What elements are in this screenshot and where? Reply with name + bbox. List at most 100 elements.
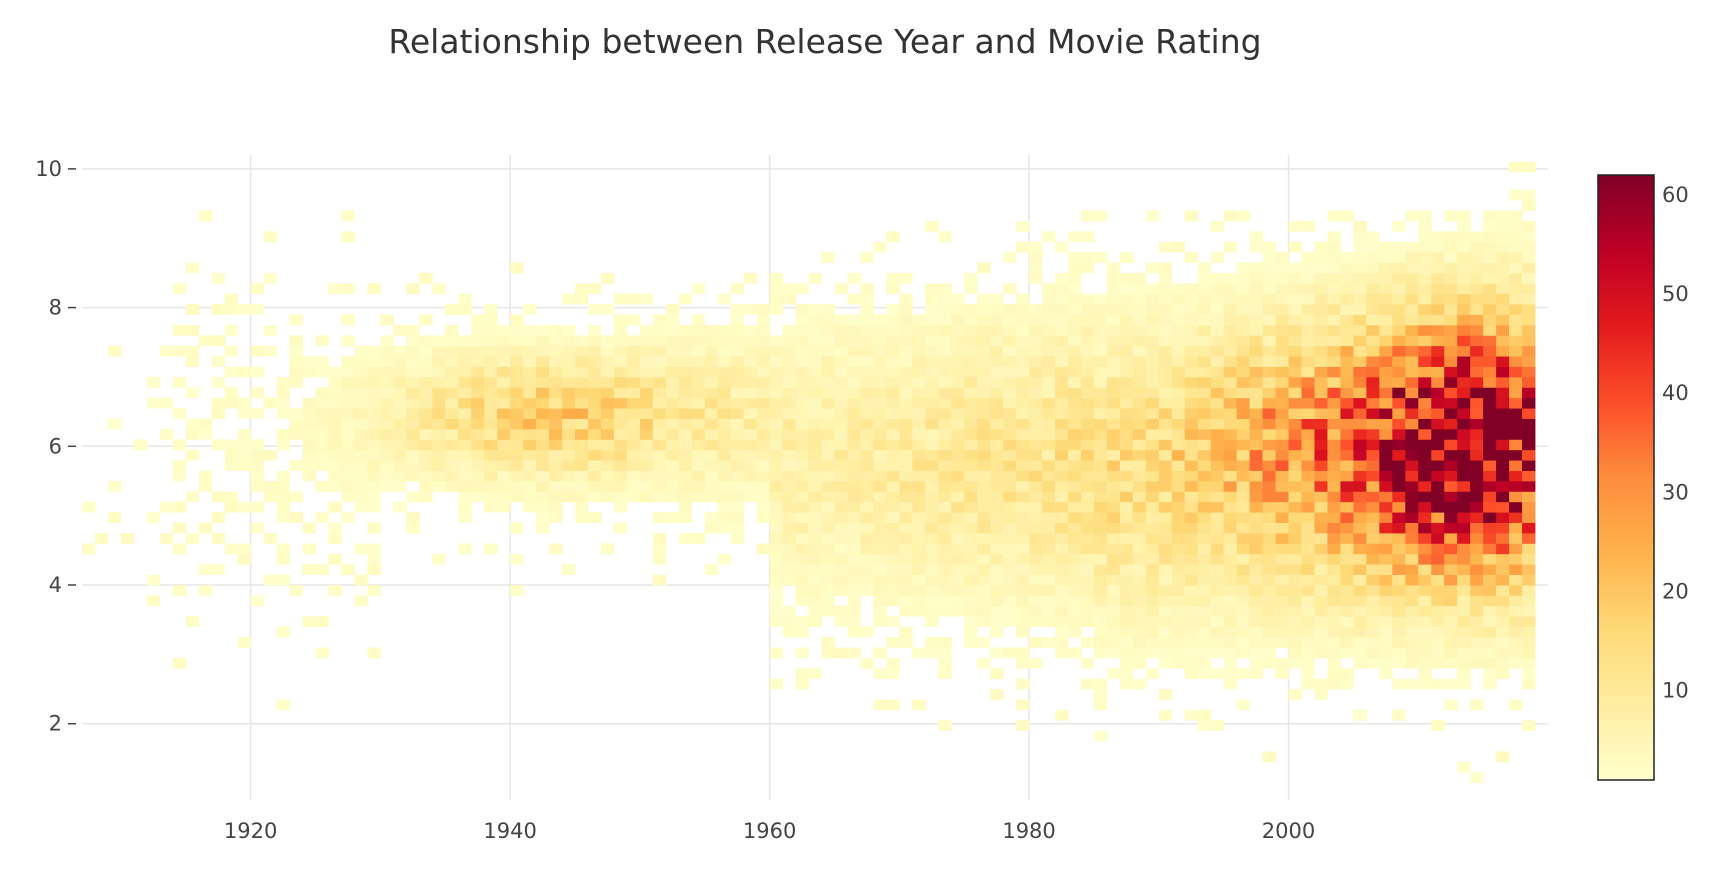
heatmap-cell	[1107, 304, 1120, 315]
heatmap-cell	[1431, 616, 1444, 627]
heatmap-cell	[341, 315, 354, 326]
heatmap-cell	[990, 606, 1003, 617]
heatmap-cell	[1224, 564, 1237, 575]
heatmap-cell	[445, 471, 458, 482]
heatmap-cell	[497, 429, 510, 440]
heatmap-cell	[173, 523, 186, 534]
heatmap-cell	[783, 283, 796, 294]
heatmap-cell	[1081, 585, 1094, 596]
heatmap-cell	[1094, 294, 1107, 305]
heatmap-cell	[1276, 325, 1289, 336]
heatmap-cell	[1289, 398, 1302, 409]
heatmap-cell	[834, 647, 847, 658]
heatmap-cell	[1263, 377, 1276, 388]
heatmap-cell	[899, 460, 912, 471]
heatmap-cell	[977, 429, 990, 440]
heatmap-cell	[95, 533, 108, 544]
heatmap-cell	[1237, 543, 1250, 554]
heatmap-cell	[757, 439, 770, 450]
heatmap-cell	[912, 367, 925, 378]
heatmap-cell	[1029, 335, 1042, 346]
heatmap-cell	[951, 387, 964, 398]
heatmap-cell	[1340, 419, 1353, 430]
heatmap-cell	[1327, 408, 1340, 419]
heatmap-cell	[1198, 304, 1211, 315]
heatmap-cell	[1159, 606, 1172, 617]
heatmap-cell	[1431, 533, 1444, 544]
heatmap-cell	[951, 346, 964, 357]
heatmap-cell	[1392, 398, 1405, 409]
heatmap-cell	[1081, 679, 1094, 690]
heatmap-cell	[1029, 367, 1042, 378]
heatmap-cell	[1250, 543, 1263, 554]
heatmap-cell	[1483, 575, 1496, 586]
heatmap-cell	[1405, 450, 1418, 461]
heatmap-cell	[809, 325, 822, 336]
heatmap-cell	[1068, 367, 1081, 378]
heatmap-cell	[1327, 273, 1340, 284]
heatmap-cell	[1340, 367, 1353, 378]
heatmap-cell	[899, 637, 912, 648]
heatmap-cell	[990, 627, 1003, 638]
heatmap-cell	[1457, 679, 1470, 690]
heatmap-cell	[1431, 523, 1444, 534]
heatmap-cell	[1159, 335, 1172, 346]
heatmap-cell	[1483, 637, 1496, 648]
heatmap-cell	[1094, 398, 1107, 409]
heatmap-cell	[1159, 304, 1172, 315]
heatmap-cell	[1457, 439, 1470, 450]
heatmap-cell	[186, 325, 199, 336]
heatmap-cell	[1509, 221, 1522, 232]
heatmap-cell	[1276, 595, 1289, 606]
heatmap-cell	[1263, 439, 1276, 450]
heatmap-cell	[1003, 367, 1016, 378]
heatmap-cell	[1522, 502, 1535, 513]
heatmap-cell	[990, 315, 1003, 326]
heatmap-cell	[549, 439, 562, 450]
heatmap-cell	[264, 533, 277, 544]
heatmap-cell	[303, 408, 316, 419]
heatmap-cell	[1211, 720, 1224, 731]
heatmap-cell	[458, 491, 471, 502]
heatmap-cell	[1509, 647, 1522, 658]
heatmap-cell	[1418, 512, 1431, 523]
heatmap-cell	[1146, 668, 1159, 679]
heatmap-cell	[1237, 439, 1250, 450]
heatmap-cell	[1353, 658, 1366, 669]
heatmap-cell	[990, 595, 1003, 606]
heatmap-cell	[1340, 606, 1353, 617]
heatmap-cell	[1133, 294, 1146, 305]
heatmap-cell	[432, 460, 445, 471]
heatmap-cell	[1522, 491, 1535, 502]
heatmap-cell	[160, 533, 173, 544]
heatmap-cell	[1042, 367, 1055, 378]
heatmap-cell	[821, 367, 834, 378]
heatmap-cell	[1081, 533, 1094, 544]
heatmap-cell	[458, 543, 471, 554]
heatmap-cell	[1094, 564, 1107, 575]
heatmap-cell	[432, 429, 445, 440]
heatmap-cell	[1016, 294, 1029, 305]
heatmap-cell	[1237, 387, 1250, 398]
heatmap-cell	[484, 398, 497, 409]
heatmap-cell	[692, 356, 705, 367]
heatmap-cell	[341, 429, 354, 440]
heatmap-cell	[1198, 335, 1211, 346]
heatmap-cell	[809, 346, 822, 357]
heatmap-cell	[380, 356, 393, 367]
heatmap-cell	[977, 543, 990, 554]
heatmap-cell	[679, 408, 692, 419]
heatmap-cell	[640, 398, 653, 409]
heatmap-cell	[1366, 481, 1379, 492]
heatmap-cell	[1340, 627, 1353, 638]
heatmap-cell	[1224, 595, 1237, 606]
heatmap-cell	[1055, 387, 1068, 398]
heatmap-cell	[990, 377, 1003, 388]
heatmap-cell	[821, 429, 834, 440]
heatmap-cell	[899, 304, 912, 315]
heatmap-cell	[1198, 710, 1211, 721]
heatmap-cell	[1068, 294, 1081, 305]
heatmap-cell	[899, 408, 912, 419]
heatmap-cell	[912, 377, 925, 388]
heatmap-cell	[1042, 450, 1055, 461]
